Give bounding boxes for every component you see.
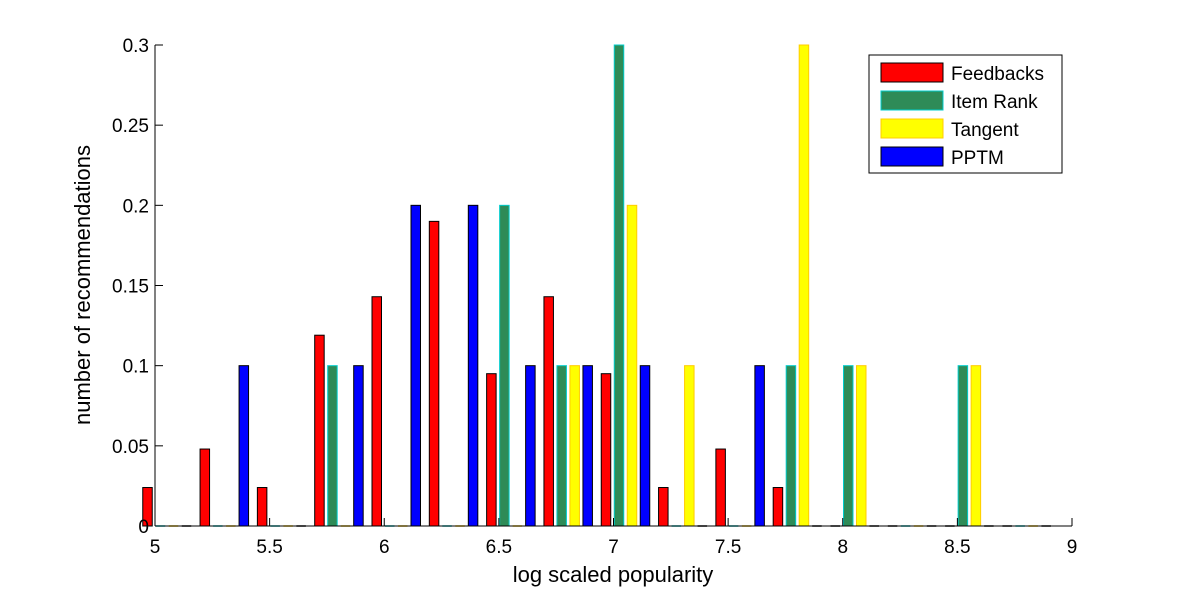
- bar-item-rank: [327, 365, 338, 527]
- bar-feedbacks: [142, 487, 153, 527]
- bar-pptm: [467, 204, 479, 527]
- bar-tangent: [569, 365, 580, 527]
- legend-swatch-tangent: [880, 118, 944, 139]
- bar-pptm: [238, 365, 250, 527]
- bar-pptm: [525, 365, 536, 527]
- bar-pptm: [353, 365, 364, 527]
- y-axis-label: number of recommendations: [70, 145, 95, 425]
- x-tick-label: 9: [1067, 537, 1078, 558]
- bar-feedbacks: [715, 448, 726, 527]
- legend-swatch-pptm: [880, 146, 944, 167]
- bar-pptm: [410, 204, 421, 527]
- legend-label-item-rank: Item Rank: [951, 92, 1038, 113]
- bar-pptm: [582, 365, 593, 527]
- y-tick-label: 0.25: [112, 116, 149, 137]
- bar-feedbacks: [371, 296, 382, 527]
- bar-feedbacks: [256, 487, 268, 527]
- bar-tangent: [798, 44, 810, 527]
- x-axis-label: log scaled popularity: [513, 562, 714, 587]
- bar-tangent: [970, 365, 982, 527]
- bar-tangent: [684, 365, 695, 527]
- bar-tangent: [626, 204, 638, 527]
- x-tick-label: 8: [837, 537, 848, 558]
- y-tick-label: 0: [138, 517, 149, 538]
- y-tick-label: 0.15: [112, 277, 149, 298]
- bar-item-rank: [499, 204, 510, 527]
- bar-feedbacks: [199, 448, 211, 527]
- legend-swatch-feedbacks: [880, 62, 944, 83]
- bar-item-rank: [556, 365, 567, 527]
- bar-pptm: [639, 365, 651, 527]
- y-tick-label: 0.2: [123, 196, 149, 217]
- legend-swatch-item-rank: [880, 90, 944, 111]
- legend-label-tangent: Tangent: [951, 120, 1019, 141]
- y-tick-label: 0.3: [123, 36, 149, 57]
- bar-feedbacks: [658, 487, 669, 527]
- axes-layer: 5 5.5 6 6.5 7 7.5 8 8.5 9 0 0.05 0.1 0.15 0.2 0.25 0.3: [112, 36, 1077, 558]
- bar-item-rank: [843, 365, 854, 527]
- bar-feedbacks: [772, 487, 784, 527]
- x-tick-label: 7.5: [715, 537, 741, 558]
- y-tick-label: 0.1: [123, 357, 149, 378]
- bar-item-rank: [785, 365, 797, 527]
- y-tick-label: 0.05: [112, 437, 149, 458]
- bar-feedbacks: [428, 220, 440, 527]
- bar-item-rank: [613, 44, 625, 527]
- bar-feedbacks: [486, 373, 497, 527]
- bar-feedbacks: [314, 334, 325, 527]
- legend-label-pptm: PPTM: [951, 148, 1004, 169]
- x-tick-label: 8.5: [944, 537, 970, 558]
- x-tick-label: 6: [379, 537, 390, 558]
- x-tick-label: 5: [150, 537, 161, 558]
- legend-label-feedbacks: Feedbacks: [951, 64, 1044, 85]
- bar-tangent: [856, 365, 867, 527]
- x-tick-label: 7: [608, 537, 619, 558]
- legend: Feedbacks Item Rank Tangent PPTM: [868, 54, 1063, 174]
- x-tick-label: 6.5: [486, 537, 512, 558]
- x-tick-label: 5.5: [256, 537, 282, 558]
- bar-pptm: [754, 365, 765, 527]
- bar-feedbacks: [600, 373, 612, 527]
- bar-feedbacks: [543, 296, 554, 527]
- bar-item-rank: [957, 365, 969, 527]
